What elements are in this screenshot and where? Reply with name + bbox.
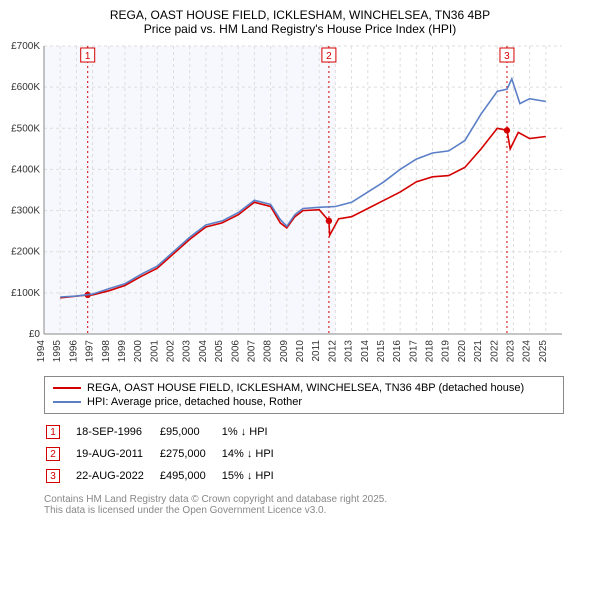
svg-text:2013: 2013 — [344, 340, 355, 363]
svg-text:3: 3 — [504, 51, 510, 62]
legend-row: REGA, OAST HOUSE FIELD, ICKLESHAM, WINCH… — [53, 381, 555, 395]
svg-text:2003: 2003 — [182, 340, 193, 363]
events-table: 1 18-SEP-1996£95,0001% ↓ HPI 2 19-AUG-2011£… — [44, 420, 290, 488]
chart-svg: £0 £100K £200K £300K £400K £500K £600K £700K 199… — [8, 40, 568, 370]
series-marker — [504, 127, 510, 133]
svg-text:1: 1 — [85, 51, 91, 62]
event-date: 22-AUG-2022 — [76, 466, 158, 486]
svg-text:£500K: £500K — [11, 123, 40, 134]
svg-text:2000: 2000 — [133, 340, 144, 363]
svg-text:1998: 1998 — [101, 340, 112, 363]
svg-text:£600K: £600K — [11, 82, 40, 93]
svg-text:2001: 2001 — [149, 340, 160, 363]
svg-text:£0: £0 — [29, 329, 41, 340]
legend: REGA, OAST HOUSE FIELD, ICKLESHAM, WINCH… — [44, 376, 564, 414]
svg-text:1997: 1997 — [85, 340, 96, 363]
svg-text:2024: 2024 — [522, 340, 533, 363]
event-row: 2 19-AUG-2011£275,00014% ↓ HPI — [46, 444, 288, 464]
svg-text:1995: 1995 — [52, 340, 63, 363]
svg-text:2009: 2009 — [279, 340, 290, 363]
svg-text:£400K: £400K — [11, 164, 40, 175]
svg-text:2: 2 — [326, 51, 332, 62]
event-marker-icon: 1 — [46, 425, 60, 439]
svg-text:£300K: £300K — [11, 206, 40, 217]
footer-line2: This data is licensed under the Open Gov… — [44, 505, 592, 516]
svg-text:2004: 2004 — [198, 340, 209, 363]
event-price: £95,000 — [160, 422, 220, 442]
svg-text:2015: 2015 — [376, 340, 387, 363]
chart-area: £0 £100K £200K £300K £400K £500K £600K £700K 199… — [8, 40, 592, 370]
svg-text:2012: 2012 — [327, 340, 338, 363]
legend-label: HPI: Average price, detached house, Roth… — [87, 396, 302, 408]
event-marker-icon: 3 — [46, 469, 60, 483]
chart-title-block: REGA, OAST HOUSE FIELD, ICKLESHAM, WINCH… — [8, 8, 592, 36]
event-row: 3 22-AUG-2022£495,00015% ↓ HPI — [46, 466, 288, 486]
chart-title-line1: REGA, OAST HOUSE FIELD, ICKLESHAM, WINCH… — [8, 8, 592, 22]
svg-text:2023: 2023 — [505, 340, 516, 363]
svg-text:2016: 2016 — [392, 340, 403, 363]
legend-swatch — [53, 401, 81, 403]
event-price: £275,000 — [160, 444, 220, 464]
svg-text:2019: 2019 — [441, 340, 452, 363]
svg-text:2025: 2025 — [538, 340, 549, 363]
event-row: 1 18-SEP-1996£95,0001% ↓ HPI — [46, 422, 288, 442]
svg-text:2006: 2006 — [230, 340, 241, 363]
svg-text:2005: 2005 — [214, 340, 225, 363]
svg-text:1996: 1996 — [68, 340, 79, 363]
svg-text:2017: 2017 — [408, 340, 419, 363]
svg-text:2018: 2018 — [425, 340, 436, 363]
event-delta: 14% ↓ HPI — [222, 444, 288, 464]
footer: Contains HM Land Registry data © Crown c… — [44, 494, 592, 516]
legend-row: HPI: Average price, detached house, Roth… — [53, 395, 555, 409]
svg-text:2002: 2002 — [166, 340, 177, 363]
legend-swatch — [53, 387, 81, 389]
event-marker-icon: 2 — [46, 447, 60, 461]
svg-text:1999: 1999 — [117, 340, 128, 363]
svg-text:£100K: £100K — [11, 288, 40, 299]
svg-text:2008: 2008 — [263, 340, 274, 363]
event-delta: 15% ↓ HPI — [222, 466, 288, 486]
event-price: £495,000 — [160, 466, 220, 486]
event-date: 19-AUG-2011 — [76, 444, 158, 464]
svg-text:1994: 1994 — [36, 340, 47, 363]
svg-text:2022: 2022 — [489, 340, 500, 363]
series-marker — [326, 218, 332, 224]
svg-text:£700K: £700K — [11, 41, 40, 52]
svg-text:2011: 2011 — [311, 340, 322, 362]
svg-text:2007: 2007 — [246, 340, 257, 363]
legend-label: REGA, OAST HOUSE FIELD, ICKLESHAM, WINCH… — [87, 382, 524, 394]
svg-text:£200K: £200K — [11, 247, 40, 258]
svg-text:2014: 2014 — [360, 340, 371, 363]
footer-line1: Contains HM Land Registry data © Crown c… — [44, 494, 592, 505]
event-date: 18-SEP-1996 — [76, 422, 158, 442]
svg-text:2021: 2021 — [473, 340, 484, 363]
svg-text:2020: 2020 — [457, 340, 468, 363]
event-delta: 1% ↓ HPI — [222, 422, 288, 442]
svg-text:2010: 2010 — [295, 340, 306, 363]
chart-title-line2: Price paid vs. HM Land Registry's House … — [8, 22, 592, 36]
